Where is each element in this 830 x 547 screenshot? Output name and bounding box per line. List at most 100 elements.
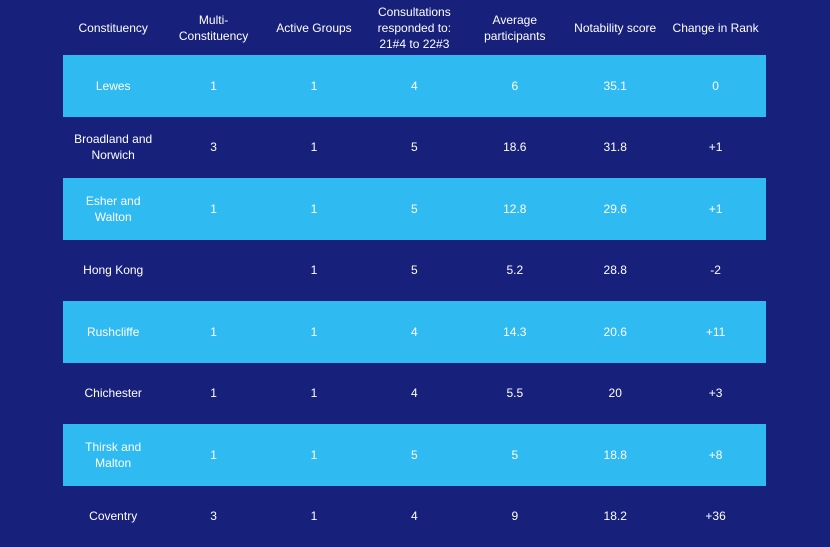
- header-cell: Constituency: [63, 0, 163, 55]
- cell-text: 12.8: [503, 201, 526, 217]
- cell-text: 4: [411, 508, 418, 524]
- cell-text: Broadland and Norwich: [71, 131, 155, 163]
- cell-text: 1: [311, 447, 318, 463]
- cell-text: 5: [511, 447, 518, 463]
- cell-text: 35.1: [604, 78, 627, 94]
- table-cell: 1: [264, 178, 364, 240]
- cell-text: Active Groups: [276, 20, 351, 36]
- cell-text: +11: [706, 324, 725, 340]
- cell-text: 0: [712, 78, 719, 94]
- table-cell: 1: [264, 117, 364, 179]
- table-cell: 35.1: [565, 55, 665, 117]
- table-cell: 1: [163, 178, 263, 240]
- cell-text: Consultations responded to: 21#4 to 22#3: [372, 4, 456, 52]
- table-cell: 1: [264, 240, 364, 302]
- cell-text: Lewes: [96, 78, 131, 94]
- cell-text: Thirsk and Malton: [71, 439, 155, 471]
- cell-text: 1: [311, 262, 318, 278]
- cell-text: 5.2: [506, 262, 523, 278]
- cell-text: 1: [311, 201, 318, 217]
- cell-text: 5: [411, 139, 418, 155]
- table-cell: 1: [163, 424, 263, 486]
- table-cell: 4: [364, 55, 464, 117]
- table-cell: 20: [565, 363, 665, 425]
- cell-text: 1: [210, 447, 217, 463]
- table-cell: Broadland and Norwich: [63, 117, 163, 179]
- table-cell: Esher and Walton: [63, 178, 163, 240]
- table-cell: 5: [364, 424, 464, 486]
- table-cell: 5: [364, 178, 464, 240]
- table-cell: 9: [465, 486, 565, 547]
- cell-text: 18.6: [503, 139, 526, 155]
- cell-text: Rushcliffe: [87, 324, 139, 340]
- table-cell: Lewes: [63, 55, 163, 117]
- header-cell: Change in Rank: [665, 0, 765, 55]
- table-cell: 1: [163, 363, 263, 425]
- table-cell: 1: [264, 424, 364, 486]
- cell-text: 31.8: [604, 139, 627, 155]
- cell-text: 1: [311, 508, 318, 524]
- table-cell: 18.6: [465, 117, 565, 179]
- table-cell: 28.8: [565, 240, 665, 302]
- table-cell: +8: [665, 424, 765, 486]
- cell-text: 4: [411, 78, 418, 94]
- header-cell: Notability score: [565, 0, 665, 55]
- header-cell: Active Groups: [264, 0, 364, 55]
- table-cell: 12.8: [465, 178, 565, 240]
- table-cell: 18.2: [565, 486, 665, 547]
- cell-text: 20: [609, 385, 622, 401]
- cell-text: Average participants: [475, 12, 555, 44]
- table-cell: 29.6: [565, 178, 665, 240]
- table-cell: 1: [163, 301, 263, 363]
- cell-text: -2: [710, 262, 721, 278]
- cell-text: 4: [411, 324, 418, 340]
- cell-text: 18.2: [604, 508, 627, 524]
- table-cell: 6: [465, 55, 565, 117]
- cell-text: 5: [411, 262, 418, 278]
- table-cell: 5: [465, 424, 565, 486]
- cell-text: 1: [311, 139, 318, 155]
- cell-text: 3: [210, 139, 217, 155]
- cell-text: 4: [411, 385, 418, 401]
- cell-text: 9: [511, 508, 518, 524]
- cell-text: 1: [210, 78, 217, 94]
- cell-text: +3: [709, 385, 723, 401]
- cell-text: 3: [210, 508, 217, 524]
- table-cell: Hong Kong: [63, 240, 163, 302]
- table-cell: Rushcliffe: [63, 301, 163, 363]
- table-cell: Coventry: [63, 486, 163, 547]
- table-cell: 5.5: [465, 363, 565, 425]
- table-cell: 1: [264, 55, 364, 117]
- table-cell: 1: [264, 486, 364, 547]
- cell-text: Chichester: [85, 385, 142, 401]
- cell-text: +8: [709, 447, 723, 463]
- table-cell: 4: [364, 301, 464, 363]
- table-cell: 3: [163, 486, 263, 547]
- cell-text: Multi-Constituency: [170, 12, 258, 44]
- table-cell: 4: [364, 363, 464, 425]
- cell-text: 1: [311, 385, 318, 401]
- cell-text: +1: [709, 201, 723, 217]
- table-cell: 18.8: [565, 424, 665, 486]
- cell-text: 6: [511, 78, 518, 94]
- cell-text: 5: [411, 447, 418, 463]
- table-cell: 5.2: [465, 240, 565, 302]
- table-cell: [163, 240, 263, 302]
- table-cell: 1: [264, 301, 364, 363]
- table-cell: 20.6: [565, 301, 665, 363]
- table-cell: +3: [665, 363, 765, 425]
- table-cell: 14.3: [465, 301, 565, 363]
- cell-text: Esher and Walton: [71, 193, 155, 225]
- table-cell: 4: [364, 486, 464, 547]
- table-cell: 5: [364, 240, 464, 302]
- header-cell: Multi-Constituency: [163, 0, 263, 55]
- cell-text: Constituency: [79, 20, 148, 36]
- cell-text: Notability score: [574, 20, 656, 36]
- table-cell: Thirsk and Malton: [63, 424, 163, 486]
- cell-text: 5: [411, 201, 418, 217]
- cell-text: +1: [709, 139, 723, 155]
- table-cell: 1: [264, 363, 364, 425]
- cell-text: Coventry: [89, 508, 137, 524]
- table-cell: +1: [665, 178, 765, 240]
